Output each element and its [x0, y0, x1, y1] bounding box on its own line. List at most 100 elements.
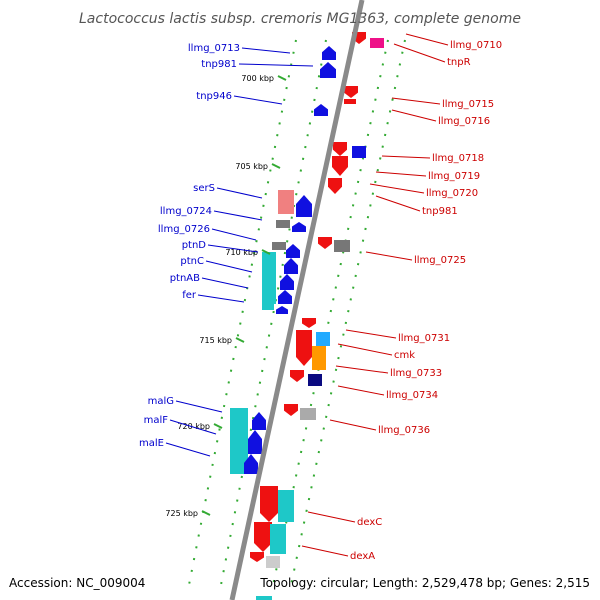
leader-right: [301, 545, 349, 557]
label-left: fer: [182, 290, 197, 301]
tick-label: 725 kbp: [165, 509, 198, 518]
tick-mark: [235, 337, 245, 343]
gene-llmg_0724: [276, 220, 290, 228]
gene-fer: [278, 290, 292, 304]
leader-left: [175, 400, 223, 413]
gene-llmg_0734: [290, 370, 304, 382]
leader-left: [165, 442, 211, 457]
gene-cmk: [316, 332, 330, 346]
gene-tnp981-left: [320, 62, 336, 78]
leader-right: [345, 329, 397, 339]
tick-label: 710 kbp: [225, 248, 258, 257]
tick-label: 720 kbp: [177, 422, 210, 431]
gene-ptnC-b: [284, 258, 298, 274]
leader-right: [391, 97, 441, 105]
label-left: ptnD: [182, 240, 207, 251]
gene-llmg_0733b: [312, 346, 326, 370]
leader-left: [233, 95, 283, 105]
label-right: llmg_0736: [378, 425, 430, 436]
label-right: llmg_0734: [386, 390, 438, 401]
gene-llmg_0715: [344, 86, 358, 98]
leader-left: [211, 228, 257, 241]
label-right: tnp981: [422, 206, 458, 217]
leader-left: [238, 63, 314, 67]
label-right: llmg_0719: [428, 171, 480, 182]
gene-tnpR: [370, 38, 384, 48]
gene-llmg_0725: [318, 237, 332, 249]
label-left: tnp946: [196, 91, 232, 102]
leader-left: [169, 419, 217, 435]
gene-malG: [230, 408, 248, 474]
gene-llmg_0716: [344, 99, 356, 104]
leader-left: [207, 244, 259, 253]
leader-right: [381, 155, 431, 159]
leader-left: [205, 260, 253, 273]
leader-right: [405, 33, 449, 46]
backbone-line: [229, 0, 365, 600]
tick-label: 700 kbp: [241, 74, 274, 83]
gene-bottom-tail: [256, 596, 272, 600]
guide-dot-line: [289, 39, 406, 591]
label-left: llmg_0726: [158, 224, 210, 235]
leader-right: [329, 419, 377, 431]
gene-malF-b: [248, 430, 262, 454]
leader-left: [201, 277, 249, 289]
gene-serS-b: [296, 195, 312, 217]
leader-right: [307, 511, 356, 523]
gene-tnp946: [314, 104, 328, 116]
gene-llmg_0736: [284, 404, 298, 416]
gene-ptnD: [286, 244, 300, 258]
label-right: dexC: [357, 517, 382, 528]
label-left: tnp981: [201, 59, 237, 70]
genome-backbone: [229, 0, 365, 600]
gene-ptnC: [262, 252, 276, 304]
label-left: ptnAB: [170, 273, 200, 284]
gene-dexC-b: [278, 490, 294, 522]
label-left: malE: [139, 438, 164, 449]
gene-fer-c: [276, 306, 288, 314]
gene-llmg_0726: [272, 242, 286, 250]
gene-llmg_0720: [328, 178, 342, 194]
gene-dexA-d: [266, 556, 280, 568]
leader-left: [241, 47, 291, 54]
gene-llmg_0725b: [334, 240, 350, 252]
leader-right: [375, 195, 421, 212]
tick-label: 715 kbp: [199, 336, 232, 345]
leader-right: [337, 385, 385, 396]
label-right: dexA: [350, 551, 375, 562]
gene-llmg_0718: [333, 142, 347, 156]
label-right: tnpR: [447, 57, 471, 68]
tick-mark: [213, 423, 223, 429]
leader-left: [216, 187, 263, 199]
gene-llmg_0736b: [300, 408, 316, 420]
leader-right: [335, 365, 389, 374]
label-right: llmg_0716: [438, 116, 490, 127]
label-right: llmg_0731: [398, 333, 450, 344]
gene-llmg_0733: [296, 330, 312, 366]
tick-mark: [201, 510, 211, 516]
accession-text: Accession: NC_009004: [9, 576, 145, 590]
label-right: llmg_0720: [426, 188, 478, 199]
leader-right: [365, 251, 413, 261]
label-right: llmg_0710: [450, 40, 502, 51]
label-left: serS: [193, 183, 215, 194]
gene-malE: [244, 454, 258, 474]
gene-serS: [278, 190, 294, 214]
tick-mark: [261, 249, 271, 255]
gene-llmg_0731: [302, 318, 316, 328]
gene-llmg_0724b: [292, 222, 306, 232]
genome-title: Lactococcus lactis subsp. cremoris MG136…: [79, 11, 521, 27]
label-right: llmg_0733: [390, 368, 442, 379]
label-right: cmk: [394, 350, 415, 361]
tick-label: 705 kbp: [235, 162, 268, 171]
tick-mark: [271, 163, 281, 169]
label-leader-lines: [165, 33, 449, 557]
leader-right: [393, 43, 446, 63]
leader-right: [337, 343, 393, 356]
gene-fer-b: [262, 304, 274, 310]
label-right: llmg_0725: [414, 255, 466, 266]
gene-dexC: [260, 486, 278, 522]
strand-guide-dots: [187, 39, 406, 591]
label-left: ptnC: [180, 256, 204, 267]
